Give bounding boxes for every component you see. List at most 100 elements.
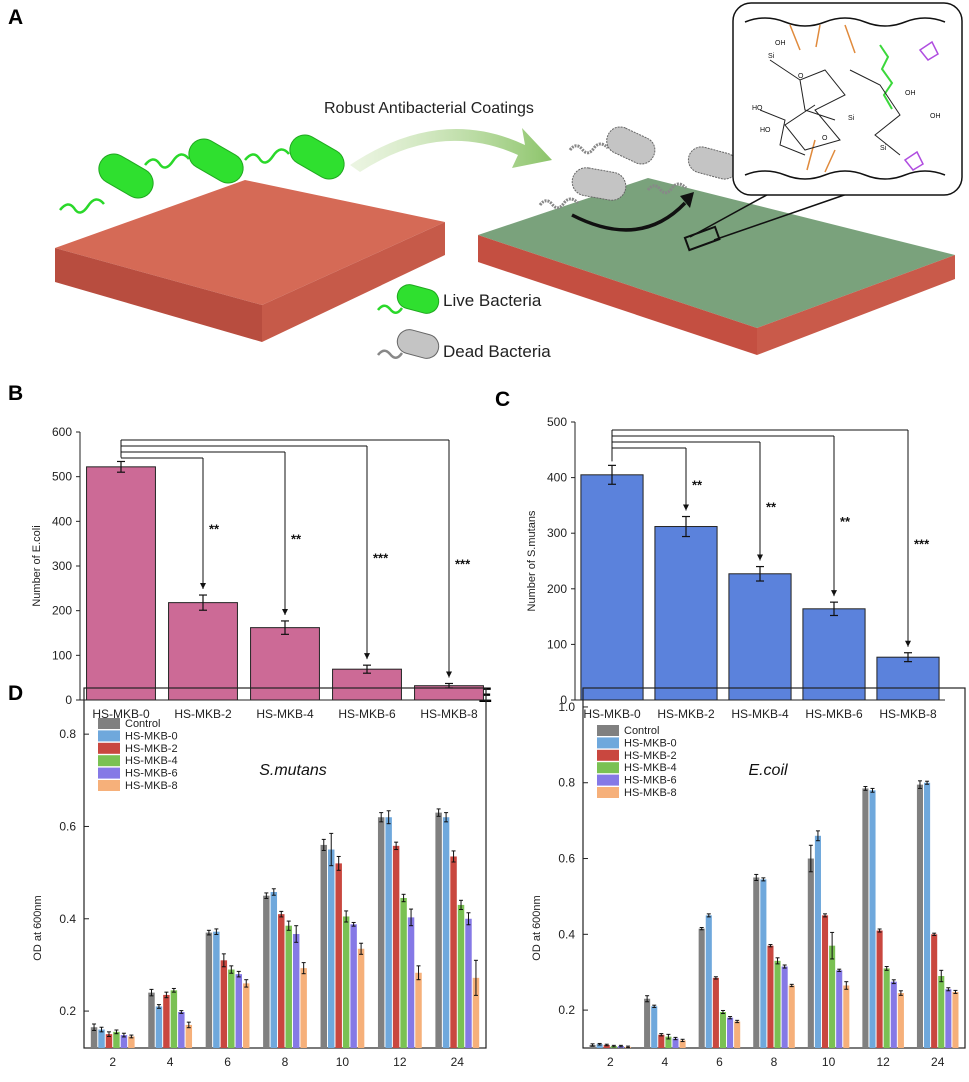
panel-label-c: C xyxy=(495,388,510,411)
schematic-legend: Live Bacteria Dead Bacteria xyxy=(377,284,551,361)
chem-label-10: HO xyxy=(760,127,771,134)
legend-label-hs-mkb-6: HS-MKB-6 xyxy=(624,775,677,787)
significance-arrowhead xyxy=(282,608,288,615)
chem-label-6: Si xyxy=(848,115,855,122)
bar-hs-mkb-4 xyxy=(774,960,781,1048)
bar-hs-mkb-0 xyxy=(86,466,156,701)
significance-label: *** xyxy=(914,536,930,551)
bar-hs-mkb-4 xyxy=(665,1036,672,1048)
bar-hs-mkb-2 xyxy=(654,526,718,701)
bar-hs-mkb-0 xyxy=(596,1044,603,1048)
legend-label-hs-mkb-0: HS-MKB-0 xyxy=(624,737,677,749)
y-tick-label: 1.0 xyxy=(558,700,575,714)
bar-hs-mkb-2 xyxy=(876,930,883,1048)
live-bacterium-1 xyxy=(59,153,154,214)
live-bacterium-2 xyxy=(144,138,244,184)
significance-label: *** xyxy=(455,557,471,572)
y-tick-label: 500 xyxy=(52,470,72,484)
x-tick-label: 6 xyxy=(224,1055,231,1069)
bar-hs-mkb-6 xyxy=(727,1017,734,1048)
y-tick-label: 200 xyxy=(52,604,72,618)
y-tick-label: 300 xyxy=(547,526,567,540)
dead-bacterium-2 xyxy=(538,167,627,210)
y-tick-label: 600 xyxy=(52,425,72,439)
significance-label: ** xyxy=(840,514,851,529)
y-tick-label: 0.6 xyxy=(558,852,575,866)
live-legend-swatch xyxy=(396,284,440,314)
bar-hs-mkb-0 xyxy=(155,1006,163,1048)
bar-hs-mkb-8 xyxy=(843,985,850,1048)
bar-control xyxy=(148,992,155,1048)
bar-hs-mkb-0 xyxy=(869,790,876,1048)
live-bacterium-3 xyxy=(244,134,345,180)
y-tick-label: 0.4 xyxy=(59,912,76,926)
bar-hs-mkb-2 xyxy=(931,934,938,1048)
bar-control xyxy=(90,1027,98,1048)
significance-arrowhead xyxy=(200,583,206,590)
bar-hs-mkb-0 xyxy=(705,915,712,1048)
bar-control xyxy=(698,928,705,1048)
legend-label-control: Control xyxy=(624,725,659,737)
bar-hs-mkb-4 xyxy=(719,1012,727,1048)
bar-hs-mkb-0 xyxy=(385,817,392,1048)
chem-label-9: OH xyxy=(930,113,941,120)
x-tick-label: HS-MKB-6 xyxy=(805,707,863,721)
bar-hs-mkb-4 xyxy=(728,573,792,701)
y-tick-label: 400 xyxy=(52,514,72,528)
y-tick-label: 0.6 xyxy=(59,819,76,833)
x-tick-label: 10 xyxy=(336,1055,350,1069)
y-axis-label: Number of E.coli xyxy=(31,525,43,606)
legend-label-hs-mkb-4: HS-MKB-4 xyxy=(624,762,677,774)
bar-hs-mkb-2 xyxy=(450,856,457,1048)
panel-label-b: B xyxy=(8,382,23,405)
legend-label-hs-mkb-6: HS-MKB-6 xyxy=(125,768,178,780)
banner-text: Robust Antibacterial Coatings xyxy=(324,100,534,117)
chem-label-3: OH xyxy=(775,40,786,47)
x-tick-label: 8 xyxy=(771,1055,778,1069)
bar-hs-mkb-6 xyxy=(672,1038,679,1048)
y-tick-label: 0.8 xyxy=(558,776,575,790)
bar-control xyxy=(644,998,651,1048)
bar-hs-mkb-4 xyxy=(938,976,945,1048)
x-tick-label: 24 xyxy=(931,1055,945,1069)
plot-frame xyxy=(582,687,966,1049)
bar-hs-mkb-0 xyxy=(213,931,220,1048)
bar-hs-mkb-0 xyxy=(760,879,767,1048)
chem-label-4: HO xyxy=(752,105,763,112)
y-tick-label: 0.2 xyxy=(558,1003,575,1017)
y-tick-label: 0.4 xyxy=(558,927,575,941)
x-tick-label: HS-MKB-8 xyxy=(420,707,478,721)
bar-hs-mkb-8 xyxy=(357,948,365,1048)
bar-hs-mkb-2 xyxy=(712,977,719,1048)
bar-hs-mkb-2 xyxy=(335,863,342,1048)
bar-hs-mkb-6 xyxy=(407,917,415,1048)
chem-label-8: Si xyxy=(880,145,887,152)
x-tick-label: 4 xyxy=(167,1055,174,1069)
bar-hs-mkb-8 xyxy=(185,1024,193,1048)
significance-arrowhead xyxy=(446,671,452,678)
bar-hs-mkb-6 xyxy=(292,934,300,1048)
y-tick-label: 200 xyxy=(547,582,567,596)
bar-hs-mkb-8 xyxy=(897,993,904,1048)
bar-hs-mkb-6 xyxy=(332,668,402,701)
y-tick-label: 100 xyxy=(547,637,567,651)
bar-hs-mkb-2 xyxy=(767,945,774,1048)
chart-b-ecoli-counts: 0 100 200 300 400 500 600 Number of E.coli HS-MK… xyxy=(31,425,490,721)
plot-frame xyxy=(83,687,487,1049)
x-tick-label: 24 xyxy=(451,1055,465,1069)
bar-hs-mkb-6 xyxy=(465,918,472,1048)
x-tick-label: HS-MKB-2 xyxy=(657,707,715,721)
bar-hs-mkb-8 xyxy=(734,1021,741,1048)
bar-hs-mkb-8 xyxy=(472,977,480,1048)
bar-hs-mkb-6 xyxy=(120,1035,128,1048)
bar-control xyxy=(862,788,869,1048)
x-tick-label: 8 xyxy=(282,1055,289,1069)
y-axis-label: Number of S.mutans xyxy=(526,510,538,611)
bounce-arrow-head xyxy=(680,192,694,208)
treatment-arrow xyxy=(350,128,552,172)
bar-hs-mkb-8 xyxy=(300,968,307,1048)
bar-hs-mkb-8 xyxy=(415,972,422,1048)
bar-control xyxy=(807,858,814,1048)
untreated-slab xyxy=(55,180,445,342)
